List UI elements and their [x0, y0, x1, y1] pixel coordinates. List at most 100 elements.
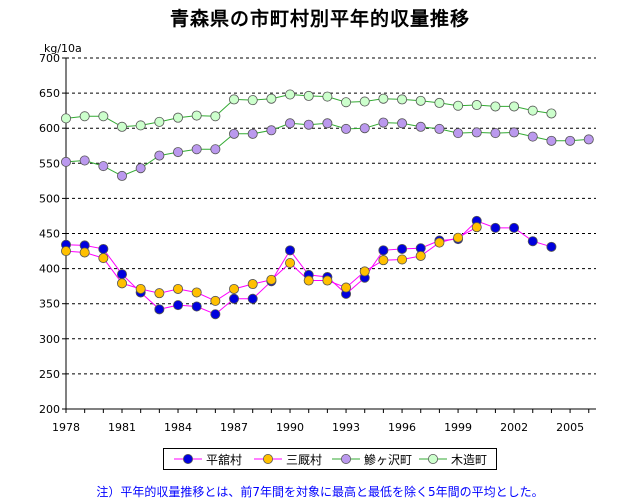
data-point [546, 135, 557, 146]
data-point [415, 250, 426, 261]
data-point [303, 90, 314, 101]
legend-label: 三厩村 [286, 453, 322, 467]
y-axis-unit-label: kg/10a [44, 42, 82, 55]
data-point [247, 128, 258, 139]
data-point [285, 89, 296, 100]
data-point [434, 123, 445, 134]
data-point [191, 301, 202, 312]
legend-marker [263, 454, 274, 464]
data-point [98, 161, 109, 172]
series-line-1 [65, 226, 477, 302]
data-point [229, 128, 240, 139]
y-tick-label: 300 [39, 333, 60, 346]
y-tick-label: 200 [39, 403, 60, 416]
data-point [210, 111, 221, 122]
data-point [490, 101, 501, 112]
series-line-0 [65, 220, 552, 315]
legend-label: 平舘村 [206, 452, 242, 467]
data-point [303, 119, 314, 130]
x-tick-label: 1993 [332, 421, 360, 434]
data-point [397, 94, 408, 105]
data-point [98, 253, 109, 264]
data-point [397, 243, 408, 254]
data-point [341, 97, 352, 108]
data-point [471, 222, 482, 233]
data-point [359, 266, 370, 277]
data-point [135, 163, 146, 174]
data-point [247, 95, 258, 106]
legend-label: 木造町 [451, 453, 487, 467]
data-point [490, 222, 501, 233]
chart-grid [66, 57, 596, 375]
data-point [229, 94, 240, 105]
data-point [322, 91, 333, 102]
data-point [191, 110, 202, 121]
y-tick-label: 400 [39, 263, 60, 276]
y-tick-label: 350 [39, 298, 60, 311]
data-point [322, 275, 333, 286]
data-point [173, 283, 184, 294]
data-point [266, 125, 277, 136]
data-point [378, 117, 389, 128]
data-point [210, 309, 221, 320]
data-point [154, 116, 165, 127]
footnote: 注）平年的収量推移とは、前7年間を対象に最高と最低を除く5年間の平均とした。 [96, 485, 544, 499]
chart-legend: 平舘村 三厩村 鰺ヶ沢町 木造町 [163, 448, 497, 470]
data-point [397, 254, 408, 265]
data-point [229, 283, 240, 294]
data-point [210, 295, 221, 306]
data-point [173, 147, 184, 158]
x-tick-label: 2002 [500, 421, 528, 434]
data-point [303, 275, 314, 286]
data-point [509, 222, 520, 233]
data-point [98, 111, 109, 122]
legend-marker [427, 454, 438, 464]
data-point [247, 279, 258, 290]
data-point [210, 144, 221, 155]
data-point [359, 96, 370, 107]
y-tick-label: 600 [39, 122, 60, 135]
data-point [565, 135, 576, 146]
data-point [154, 288, 165, 299]
data-point [359, 123, 370, 134]
data-point [527, 131, 538, 142]
data-point [79, 111, 90, 122]
data-point [117, 269, 128, 280]
data-point [173, 112, 184, 123]
data-point [117, 170, 128, 181]
data-point [509, 101, 520, 112]
data-point [191, 287, 202, 298]
data-point [173, 300, 184, 311]
y-tick-label: 500 [39, 192, 60, 205]
data-point [285, 118, 296, 129]
data-point [285, 257, 296, 268]
data-point [285, 245, 296, 256]
data-point [61, 156, 72, 167]
x-tick-label: 1981 [108, 421, 136, 434]
data-point [415, 95, 426, 106]
data-point [117, 121, 128, 132]
legend-marker [340, 454, 351, 464]
data-point [247, 293, 258, 304]
data-point [453, 128, 464, 139]
y-tick-label: 700 [39, 52, 60, 65]
data-point [434, 237, 445, 248]
x-tick-label: 1996 [388, 421, 416, 434]
data-point [61, 246, 72, 257]
data-point [154, 150, 165, 161]
x-tick-label: 2005 [556, 421, 584, 434]
data-point [79, 155, 90, 166]
y-axis-ticks: 200 250 300 350 400 450 500 550 600 650 700 [39, 52, 66, 416]
y-tick-label: 450 [39, 228, 60, 241]
data-point [79, 247, 90, 258]
y-tick-label: 550 [39, 157, 60, 170]
data-point [135, 120, 146, 131]
data-point [117, 278, 128, 289]
data-point [453, 232, 464, 243]
x-tick-label: 1978 [52, 421, 80, 434]
x-tick-label: 1987 [220, 421, 248, 434]
data-point [322, 118, 333, 129]
data-point [266, 93, 277, 104]
data-point [341, 282, 352, 293]
